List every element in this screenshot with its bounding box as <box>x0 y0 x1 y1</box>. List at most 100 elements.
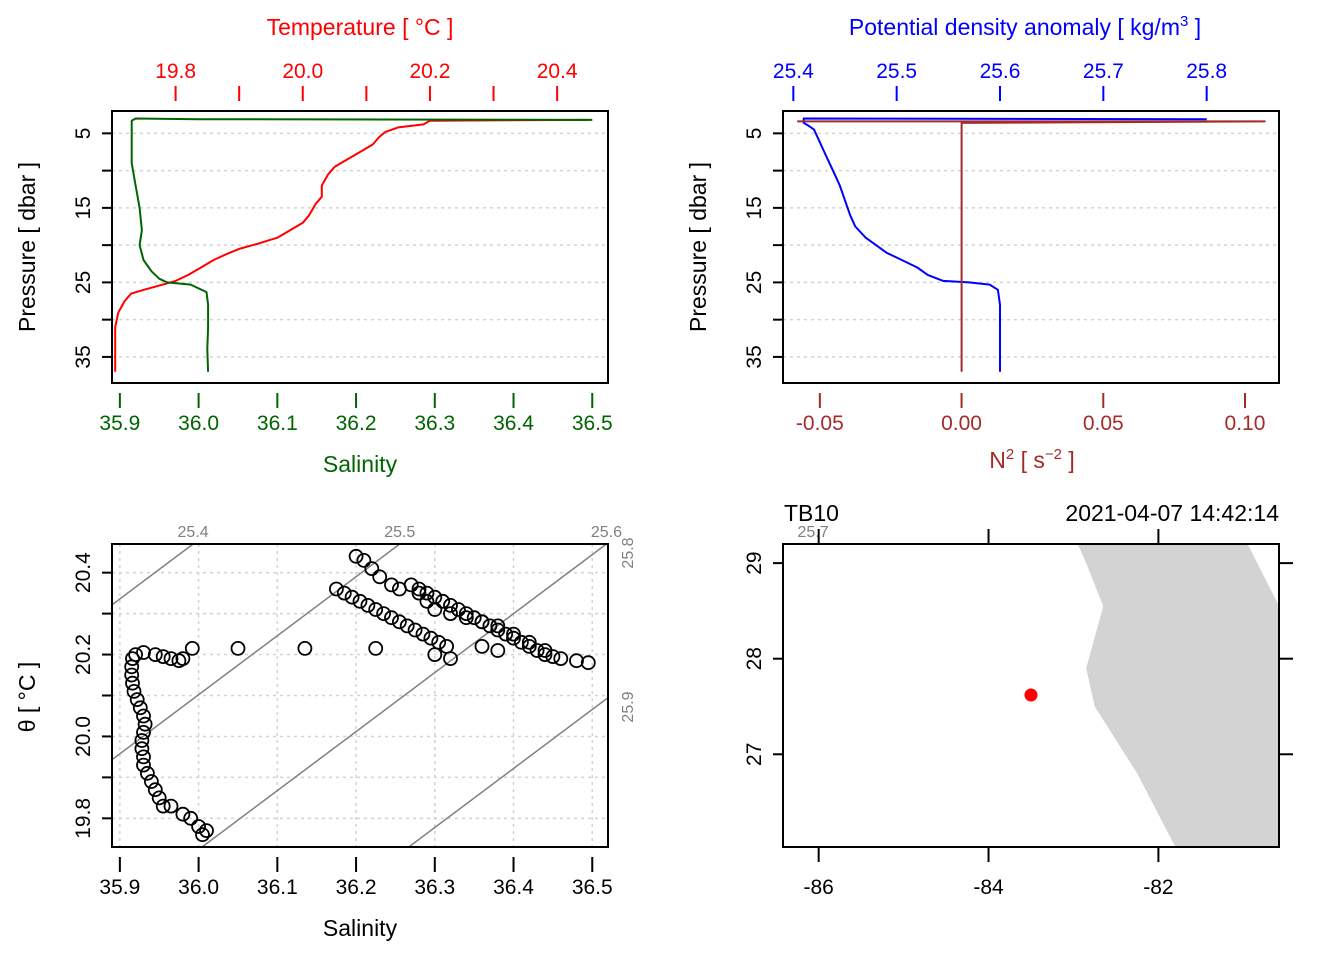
pressure-tick-label: 35 <box>72 345 95 368</box>
ts-point <box>529 643 545 658</box>
ts-profile-y-axis-title: Pressure [ dbar ] <box>14 162 40 332</box>
ts-point <box>506 630 521 646</box>
density-profile-series <box>797 117 1266 372</box>
density-tick-label: 25.8 <box>1186 60 1227 83</box>
ts-point <box>427 589 443 605</box>
ts-profile-top-axis: 19.8 20.0 20.2 20.4 <box>155 60 578 101</box>
density-profile-frame <box>782 110 1280 384</box>
ts-point <box>376 606 392 621</box>
station-marker[interactable] <box>1024 688 1038 702</box>
salinity-tick-label: 36.5 <box>572 412 613 435</box>
station-map-panel: -86 -84 -82 27 28 29 TB10 2021-04-07 14:42:14 <box>743 500 1293 899</box>
ts-point <box>336 585 352 601</box>
ts-point <box>136 757 151 773</box>
ts-point <box>580 655 596 671</box>
ts-point <box>124 667 140 683</box>
ts-diagram-isopycnal-labels: 25.4 25.5 25.6 25.7 25.8 25.9 <box>178 524 829 723</box>
ts-point <box>155 798 171 814</box>
density-profile-bottom-axis-title: N2 [ s−2 ] <box>989 446 1075 473</box>
ts-point <box>297 641 313 656</box>
ts-point <box>545 649 561 664</box>
latitude-tick-label: 27 <box>743 743 766 766</box>
density-tick-label: 25.5 <box>876 60 917 83</box>
ts-point <box>136 725 151 740</box>
salinity-tick-label: 36.0 <box>178 412 219 435</box>
ts-point <box>407 622 423 638</box>
ts-point <box>443 651 458 666</box>
density-profile-y-axis-title: Pressure [ dbar ] <box>685 162 711 332</box>
ts-point <box>199 823 214 838</box>
isopycnal-line <box>112 544 194 606</box>
ts-point <box>191 819 207 834</box>
ts-point <box>391 614 407 630</box>
salinity-line <box>130 117 593 372</box>
ts-point <box>344 589 360 605</box>
ts-profile-left-axis: 5 15 25 35 <box>72 128 112 369</box>
pressure-tick-label: 5 <box>72 128 95 140</box>
ts-diagram-points <box>124 548 596 843</box>
ts-point <box>506 626 521 642</box>
isopycnal-label: 25.6 <box>591 524 622 541</box>
ts-point <box>132 700 148 716</box>
ts-point <box>163 798 179 814</box>
n2-line <box>797 120 1266 372</box>
density-tick-label: 25.6 <box>980 60 1021 83</box>
salinity-tick-label: 35.9 <box>99 412 140 435</box>
density-profile-left-axis: 5 15 25 35 <box>743 128 783 369</box>
ts-point <box>490 643 506 658</box>
temperature-tick-label: 20.2 <box>410 60 451 83</box>
salinity-tick-label: 36.3 <box>414 876 455 899</box>
density-tick-label: 25.7 <box>1083 60 1124 83</box>
isopycnal-line <box>408 696 608 847</box>
ts-point <box>474 639 490 654</box>
longitude-tick-label: -84 <box>973 876 1004 899</box>
density-profile-bottom-axis: -0.05 0.00 0.05 0.10 <box>796 393 1265 435</box>
ts-point <box>125 651 140 666</box>
ts-point <box>419 593 435 609</box>
ts-diagram-x-axis-title: Salinity <box>323 915 398 941</box>
ts-profile-panel: 5 15 25 35 19.8 20.0 20.2 20.4 35.9 36.0 36.1 36.… <box>14 14 613 477</box>
ts-point <box>399 618 415 634</box>
ts-point <box>136 749 151 765</box>
ts-point <box>521 639 537 654</box>
ts-point <box>195 827 210 843</box>
station-datetime-label: 2021-04-07 14:42:14 <box>1065 500 1279 526</box>
ts-point <box>537 647 553 662</box>
ts-point <box>490 622 506 638</box>
density-profile-top-axis-title: Potential density anomaly [ kg/m3 ] <box>849 13 1201 40</box>
ts-profile-bottom-axis-title: Salinity <box>323 451 398 477</box>
ts-point <box>372 569 388 585</box>
ts-point <box>364 561 380 576</box>
ts-point <box>139 765 155 781</box>
density-profile-top-axis: 25.4 25.5 25.6 25.7 25.8 <box>773 60 1227 101</box>
ts-point <box>419 585 435 601</box>
ts-point <box>328 581 344 597</box>
pressure-tick-label: 35 <box>743 345 766 368</box>
ts-point <box>155 649 171 664</box>
density-profile-panel: 5 15 25 35 25.4 25.5 25.6 25.7 25.8 -0.05 0.00 0.… <box>685 13 1280 473</box>
ts-diagram-left-axis: 19.8 20.0 20.2 20.4 <box>72 552 112 839</box>
temperature-tick-label: 19.8 <box>155 60 196 83</box>
density-line <box>802 117 1207 372</box>
salinity-tick-label: 36.1 <box>257 876 298 899</box>
ts-point <box>175 651 191 666</box>
salinity-tick-label: 36.4 <box>493 412 534 435</box>
station-map-axes: -86 -84 -82 27 28 29 <box>743 529 1293 899</box>
land-polygon <box>1077 544 1279 847</box>
isopycnal-label: 25.8 <box>620 537 637 568</box>
ts-point <box>498 626 514 642</box>
ts-point <box>443 598 458 613</box>
ts-point <box>147 782 163 798</box>
salinity-tick-label: 36.1 <box>257 412 298 435</box>
pressure-tick-label: 25 <box>743 271 766 294</box>
ts-profile-series <box>114 117 593 372</box>
ts-point <box>466 610 482 626</box>
salinity-tick-label: 36.4 <box>493 876 534 899</box>
salinity-tick-label: 36.5 <box>572 876 613 899</box>
ts-point <box>360 598 376 613</box>
ts-point <box>458 606 474 621</box>
ts-point <box>384 577 399 593</box>
isopycnal-line <box>615 544 1019 847</box>
isopycnal-label: 25.7 <box>798 524 829 541</box>
ts-point <box>415 626 431 642</box>
